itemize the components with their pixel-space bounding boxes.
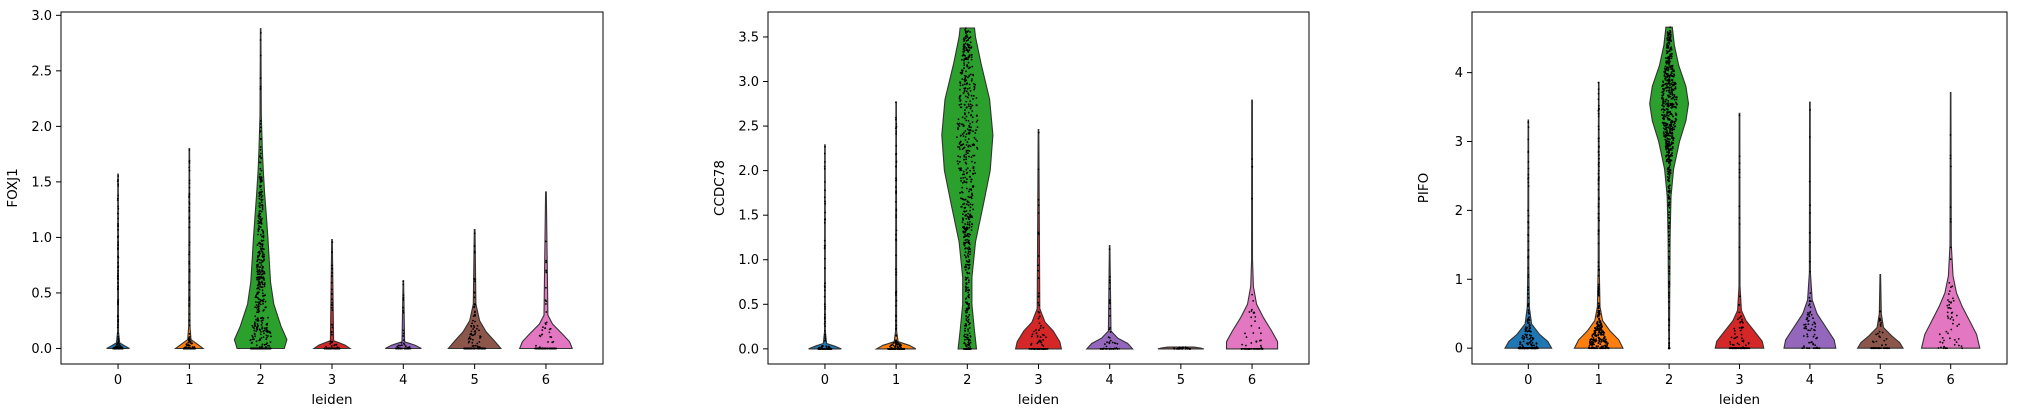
y-axis-label: PIFO bbox=[1416, 173, 1432, 204]
x-tick-label: 6 bbox=[542, 373, 550, 388]
y-tick-label: 0 bbox=[1455, 342, 1463, 357]
y-tick-label: 0.5 bbox=[738, 298, 759, 313]
y-tick-label: 1.0 bbox=[738, 253, 759, 268]
violin-4 bbox=[1783, 101, 1837, 349]
violin-4 bbox=[1085, 244, 1134, 350]
y-tick-label: 3 bbox=[1455, 135, 1463, 150]
y-tick-label: 0.0 bbox=[738, 342, 759, 357]
x-tick-label: 1 bbox=[185, 373, 193, 388]
violin-panel-ccdc78: 0 1 2 3 4 5 6 0.0 0.5 1.0 1.5 2.0 2.5 3.0 3.5 leiden CCD… bbox=[712, 11, 1310, 408]
y-tick-label: 1.5 bbox=[738, 209, 759, 224]
violin-3 bbox=[1714, 112, 1765, 349]
jitter-points-3 bbox=[1028, 131, 1049, 350]
x-tick-label: 5 bbox=[1177, 373, 1185, 388]
jitter-points-1 bbox=[182, 149, 197, 350]
jitter-points-2 bbox=[249, 32, 272, 350]
y-tick-label: 2 bbox=[1455, 204, 1463, 219]
y-tick-label: 2.5 bbox=[31, 64, 52, 79]
jitter-points-0 bbox=[1517, 121, 1539, 350]
x-tick-label: 6 bbox=[1248, 373, 1256, 388]
x-tick-label: 4 bbox=[399, 373, 407, 388]
y-tick-label: 3.5 bbox=[738, 30, 759, 45]
jitter-points-0 bbox=[817, 145, 833, 350]
jitter-points-3 bbox=[1728, 114, 1751, 350]
violin-2 bbox=[233, 28, 288, 350]
x-tick-label: 2 bbox=[257, 373, 265, 388]
jitter-points-4 bbox=[1099, 248, 1120, 350]
x-tick-label: 0 bbox=[821, 373, 829, 388]
violin-0 bbox=[106, 173, 130, 350]
y-tick-label: 1 bbox=[1455, 273, 1463, 288]
violin-5 bbox=[447, 229, 503, 350]
y-tick-label: 0.5 bbox=[31, 286, 52, 301]
x-tick-label: 2 bbox=[1665, 373, 1673, 388]
jitter-points-5 bbox=[1870, 310, 1891, 350]
x-tick-label: 3 bbox=[328, 373, 336, 388]
x-tick-label: 5 bbox=[1876, 373, 1884, 388]
y-tick-label: 2.0 bbox=[31, 120, 52, 135]
x-tick-label: 5 bbox=[470, 373, 478, 388]
jitter-points-4 bbox=[1801, 109, 1821, 350]
x-tick-label: 2 bbox=[963, 373, 971, 388]
jitter-points-5 bbox=[1173, 346, 1192, 350]
x-tick-label: 4 bbox=[1806, 373, 1814, 388]
y-tick-label: 2.0 bbox=[738, 164, 759, 179]
violin-panel-pifo: 0 1 2 3 4 5 6 0 1 2 3 4 leiden PIFO bbox=[1416, 11, 2008, 408]
jitter-points-6 bbox=[1240, 158, 1264, 350]
y-tick-label: 4 bbox=[1455, 66, 1463, 81]
jitter-points-3 bbox=[323, 241, 341, 350]
jitter-points-1 bbox=[1588, 81, 1610, 350]
x-tick-label: 0 bbox=[1524, 373, 1532, 388]
jitter-points-6 bbox=[534, 240, 558, 350]
y-tick-label: 0.0 bbox=[31, 342, 52, 357]
x-tick-label: 3 bbox=[1735, 373, 1743, 388]
x-tick-label: 1 bbox=[892, 373, 900, 388]
x-tick-label: 4 bbox=[1106, 373, 1114, 388]
x-tick-label: 0 bbox=[114, 373, 122, 388]
jitter-points-4 bbox=[395, 280, 412, 350]
violin-6 bbox=[1920, 92, 1981, 349]
x-tick-label: 6 bbox=[1947, 373, 1955, 388]
violin-4 bbox=[385, 280, 422, 350]
jitter-points-2 bbox=[1660, 26, 1678, 350]
y-tick-label: 1.5 bbox=[31, 175, 52, 190]
violin-6 bbox=[1225, 99, 1279, 350]
jitter-points-5 bbox=[463, 232, 487, 350]
y-tick-label: 1.0 bbox=[31, 231, 52, 246]
jitter-points-6 bbox=[1937, 134, 1963, 350]
violin-panel-foxj1: 0 1 2 3 4 5 6 0.0 0.5 1.0 1.5 2.0 2.5 3.0 leiden FOXJ1 bbox=[5, 9, 604, 408]
y-axis-label: CCDC78 bbox=[712, 160, 728, 216]
y-tick-label: 3.0 bbox=[738, 75, 759, 90]
y-tick-label: 3.0 bbox=[31, 9, 52, 24]
y-axis-label: FOXJ1 bbox=[5, 168, 21, 207]
jitter-points-2 bbox=[956, 27, 979, 350]
jitter-points-0 bbox=[112, 175, 124, 350]
x-tick-label: 1 bbox=[1595, 373, 1603, 388]
x-axis-label: leiden bbox=[1719, 392, 1760, 408]
jitter-points-1 bbox=[886, 101, 906, 350]
x-axis-label: leiden bbox=[311, 392, 352, 408]
axes-frame bbox=[60, 11, 604, 365]
y-tick-label: 2.5 bbox=[738, 120, 759, 135]
violin-1 bbox=[173, 148, 205, 350]
x-tick-label: 3 bbox=[1034, 373, 1042, 388]
axes-frame bbox=[767, 11, 1310, 365]
violin-1 bbox=[874, 101, 917, 350]
violin-3 bbox=[1014, 129, 1063, 350]
x-axis-label: leiden bbox=[1018, 392, 1059, 408]
axes-frame bbox=[1471, 11, 2008, 365]
